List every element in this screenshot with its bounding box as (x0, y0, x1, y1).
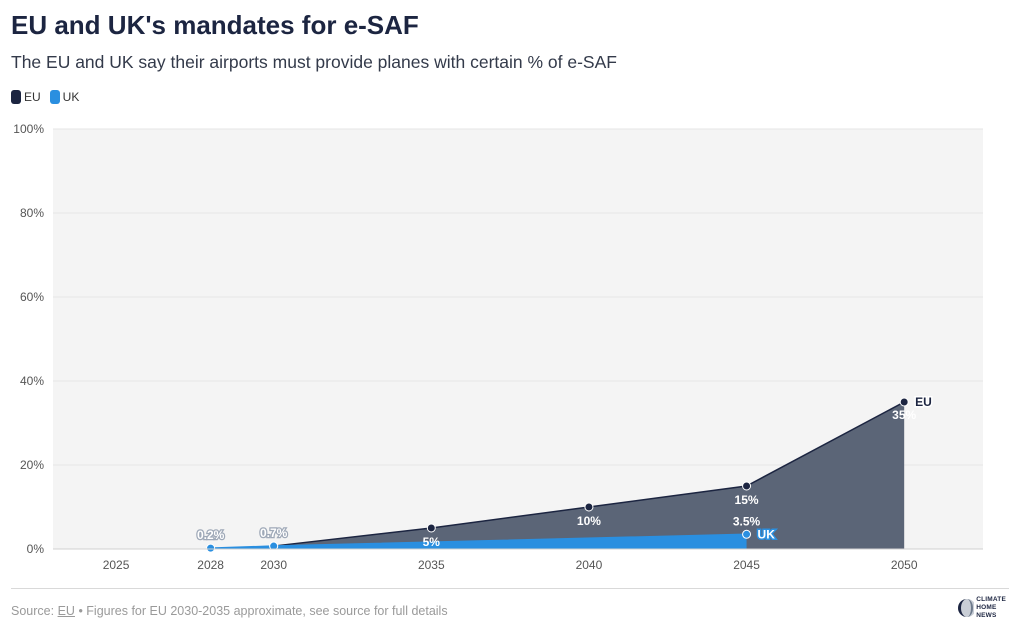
legend-label-eu: EU (24, 90, 41, 104)
chart-subtitle: The EU and UK say their airports must pr… (11, 52, 617, 72)
y-tick-label: 60% (20, 290, 44, 304)
x-tick-label: 2035 (418, 558, 445, 572)
series-end-label-uk: UK (758, 527, 776, 541)
data-label-eu: 0.7% (260, 526, 288, 540)
data-label-uk: 3.5% (733, 514, 761, 528)
footer-divider (11, 588, 1009, 589)
chart-title: EU and UK's mandates for e-SAF (11, 10, 419, 40)
point-uk (206, 543, 216, 553)
point-eu (584, 502, 594, 512)
source-link[interactable]: EU (57, 604, 75, 618)
legend: EU UK (11, 90, 88, 104)
x-tick-label: 2050 (891, 558, 918, 572)
logo-text: CLIMATE HOME NEWS (976, 596, 1006, 619)
y-tick-label: 40% (20, 374, 44, 388)
y-tick-label: 80% (20, 206, 44, 220)
legend-swatch-uk (49, 90, 60, 104)
point-uk (742, 529, 752, 539)
source-footnote: • Figures for EU 2030-2035 approximate, … (78, 604, 448, 618)
point-uk (269, 541, 279, 551)
data-label-eu: 35% (892, 408, 916, 422)
series-end-label-eu: EU (915, 395, 932, 409)
legend-swatch-eu (11, 90, 21, 104)
data-label-eu: 5% (423, 535, 441, 549)
area-eu (273, 402, 905, 549)
x-tick-label: 2045 (733, 558, 760, 572)
x-tick-label: 2028 (197, 558, 224, 572)
y-tick-label: 0% (27, 542, 45, 556)
x-tick-label: 2030 (260, 558, 287, 572)
publisher-logo[interactable]: CLIMATE HOME NEWS (956, 596, 1006, 620)
source-prefix: Source: (11, 604, 55, 618)
data-label-uk: 0.2% (197, 528, 225, 542)
data-label-eu: 10% (577, 514, 601, 528)
point-eu (426, 523, 436, 533)
data-label-eu: 15% (735, 493, 759, 507)
legend-item-uk[interactable]: UK (49, 90, 80, 104)
y-tick-label: 20% (20, 458, 44, 472)
point-eu (899, 397, 909, 407)
point-eu (742, 481, 752, 491)
area-chart: 0% 20% 40% 60% 80% 100% 2025 2028 2030 2035 2040 20… (13, 122, 983, 572)
y-tick-label: 100% (13, 122, 44, 136)
legend-item-eu[interactable]: EU (11, 90, 41, 104)
logo-icon (956, 596, 977, 620)
x-tick-label: 2025 (103, 558, 130, 572)
source-note: Source: EU • Figures for EU 2030-2035 ap… (11, 604, 448, 618)
legend-label-uk: UK (62, 90, 80, 104)
x-tick-label: 2040 (576, 558, 603, 572)
